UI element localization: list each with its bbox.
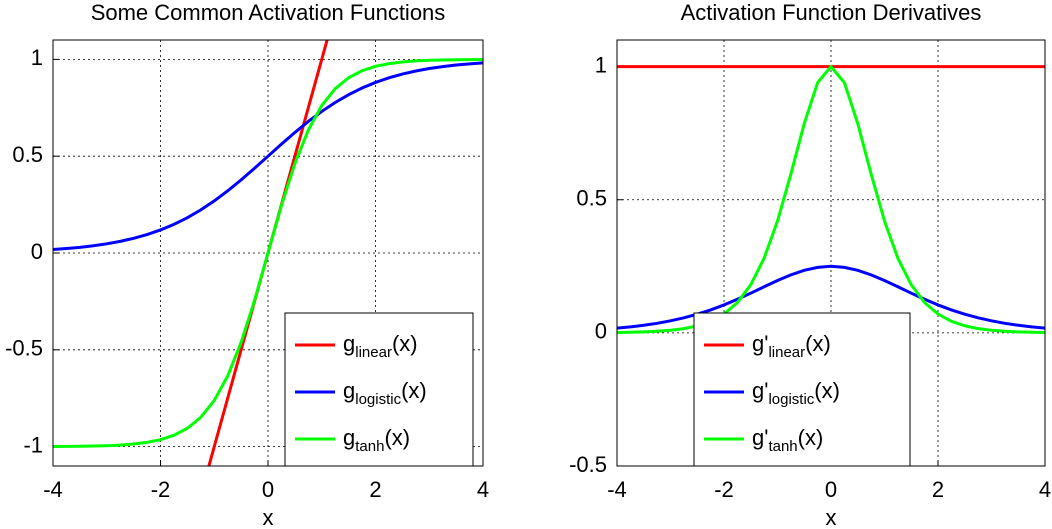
x-tick-label: -4 [43, 477, 63, 502]
x-tick-label: 4 [477, 477, 489, 502]
plot-area [617, 64, 1045, 335]
legend-label-tail: (x) [814, 378, 840, 403]
legend-label-subscript: logistic [768, 391, 814, 408]
x-tick-label: 4 [1039, 477, 1051, 502]
legend-label-base: g' [752, 378, 768, 403]
y-tick-label: 0 [595, 319, 607, 344]
legend-label-subscript: linear [768, 344, 805, 361]
x-axis-label: x [826, 505, 837, 529]
legend-label-base: g [343, 331, 355, 356]
legend-label-tail: (x) [392, 331, 418, 356]
y-tick-label: -1 [23, 432, 43, 457]
legend-label-tail: (x) [805, 331, 831, 356]
chart-title: Activation Function Derivatives [681, 0, 982, 25]
legend-label-base: g [343, 378, 355, 403]
plot-area [53, 40, 483, 466]
x-tick-label: -2 [151, 477, 171, 502]
y-tick-label: 0 [31, 239, 43, 264]
legend: g'linear(x)g'logistic(x)g'tanh(x) [693, 312, 911, 467]
legend-label: glinear(x) [343, 331, 418, 361]
x-tick-label: -2 [714, 477, 734, 502]
legend: glinear(x)glogistic(x)gtanh(x) [284, 312, 474, 467]
legend-label-subscript: linear [355, 344, 392, 361]
series-line [53, 61, 483, 252]
legend-label-tail: (x) [798, 425, 824, 450]
legend-label: g'tanh(x) [752, 425, 823, 455]
legend-label-subscript: tanh [768, 438, 797, 455]
subplot: Activation Function Derivatives x -4 -2 0 2 4 -… [569, 0, 1051, 529]
legend-label: g'logistic(x) [752, 378, 840, 408]
legend-label: gtanh(x) [343, 425, 410, 455]
x-tick-label: 2 [369, 477, 381, 502]
legend-label: g'linear(x) [752, 331, 831, 361]
series-line [617, 64, 1045, 335]
x-tick-label: 2 [932, 477, 944, 502]
y-tick-label: 1 [31, 45, 43, 70]
legend-label-subscript: tanh [355, 438, 384, 455]
legend-label-base: g [343, 425, 355, 450]
y-tick-label: 0.5 [576, 186, 607, 211]
legend-label-tail: (x) [401, 378, 427, 403]
legend-label: glogistic(x) [343, 378, 427, 408]
series-line [53, 58, 483, 448]
y-tick-label: 0.5 [12, 142, 43, 167]
legend-label-tail: (x) [384, 425, 410, 450]
x-tick-label: 0 [825, 477, 837, 502]
chart-title: Some Common Activation Functions [91, 0, 446, 25]
legend-label-subscript: logistic [355, 391, 401, 408]
y-tick-label: -0.5 [569, 452, 607, 477]
y-tick-label: -0.5 [5, 336, 43, 361]
y-tick-label: 1 [595, 52, 607, 77]
plot-frame [52, 39, 484, 467]
x-tick-label: -4 [607, 477, 627, 502]
subplot: Some Common Activation Functions x -4 -2 0 2 4… [5, 0, 489, 529]
x-tick-label: 0 [262, 477, 274, 502]
series-line [617, 264, 1045, 330]
x-axis-label: x [263, 505, 274, 529]
legend-label-base: g' [752, 331, 768, 356]
legend-label-base: g' [752, 425, 768, 450]
